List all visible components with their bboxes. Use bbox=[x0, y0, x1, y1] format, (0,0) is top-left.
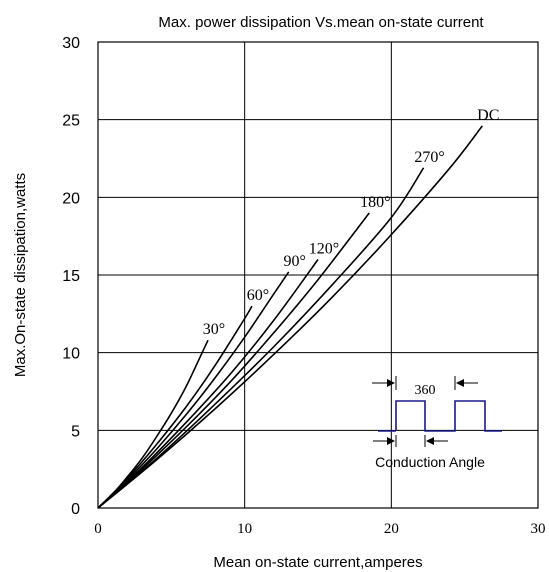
curve-60deg bbox=[97, 305, 253, 509]
y-tick-labels: 0 5 10 15 20 25 30 bbox=[62, 35, 80, 518]
curve-label: 30° bbox=[203, 321, 225, 338]
curve-label: 60° bbox=[247, 287, 269, 304]
curve-label: 180° bbox=[360, 194, 390, 211]
period-arrow-left-head bbox=[387, 379, 395, 387]
x-tick-label: 20 bbox=[384, 521, 399, 537]
y-tick-label: 25 bbox=[62, 113, 80, 130]
y-tick-label: 5 bbox=[71, 423, 80, 440]
conduction-arrow-left-head bbox=[387, 437, 395, 445]
y-axis-title: Max.On-state dissipation,watts bbox=[12, 173, 29, 377]
conduction-arrow-right-head bbox=[426, 437, 434, 445]
conduction-angle-inset: 360 Conduction Angle bbox=[372, 376, 502, 470]
curve-90deg bbox=[97, 271, 290, 509]
y-tick-label: 20 bbox=[62, 190, 80, 207]
y-tick-label: 0 bbox=[71, 501, 80, 518]
period-arrow-right-head bbox=[456, 379, 464, 387]
curves: 30° 60° 90°120° 180° 270° DC bbox=[97, 107, 499, 509]
waveform-pulse-1 bbox=[395, 400, 502, 432]
y-tick-label: 30 bbox=[62, 35, 80, 52]
y-tick-label: 10 bbox=[62, 346, 80, 363]
curve-label: 270° bbox=[414, 149, 444, 166]
period-label: 360 bbox=[415, 383, 436, 398]
grid bbox=[98, 42, 538, 508]
curve-180deg bbox=[97, 212, 370, 509]
curve-dc bbox=[97, 125, 483, 509]
curve-label: DC bbox=[477, 107, 499, 124]
curve-30deg bbox=[97, 339, 209, 509]
x-tick-label: 10 bbox=[237, 521, 252, 537]
curve-270deg bbox=[97, 167, 425, 509]
x-tick-label: 30 bbox=[531, 521, 546, 537]
curve-label: 120° bbox=[309, 240, 339, 257]
x-axis-title: Mean on-state current,amperes bbox=[213, 554, 422, 571]
x-tick-label: 0 bbox=[94, 521, 102, 537]
curve-label: 90° bbox=[283, 253, 305, 270]
curve-120deg bbox=[97, 259, 319, 509]
chart-title: Max. power dissipation Vs.mean on-state … bbox=[158, 14, 484, 31]
x-tick-labels: 0 10 20 30 bbox=[94, 521, 545, 537]
conduction-angle-label: Conduction Angle bbox=[375, 454, 485, 470]
y-tick-label: 15 bbox=[62, 268, 80, 285]
